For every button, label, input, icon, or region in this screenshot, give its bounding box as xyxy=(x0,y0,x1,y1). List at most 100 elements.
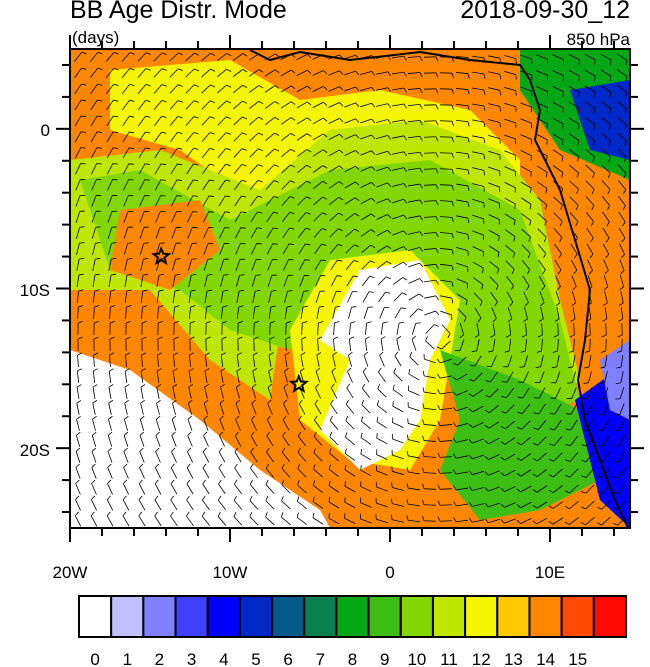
wind-barb-flag xyxy=(602,318,608,322)
wind-barb-flag xyxy=(74,511,79,516)
wind-barb xyxy=(424,391,436,395)
wind-barb xyxy=(377,405,387,413)
wind-barb-flag xyxy=(91,463,96,468)
wind-barb xyxy=(328,102,340,108)
wind-barb xyxy=(536,181,548,189)
wind-barb xyxy=(154,483,162,495)
wind-barb-flag xyxy=(403,151,407,157)
wind-barb-flag xyxy=(623,157,627,162)
wind-barb xyxy=(298,259,306,271)
wind-barb-flag xyxy=(469,378,474,382)
wind-barb-flag xyxy=(157,352,163,356)
wind-barb xyxy=(265,116,275,126)
wind-barb-flag xyxy=(143,273,149,276)
wind-barb-flag xyxy=(273,211,279,214)
wind-barb-flag xyxy=(403,55,407,61)
wind-barb xyxy=(296,117,308,125)
wind-barb xyxy=(329,228,339,238)
wind-barb xyxy=(360,86,372,92)
wind-barb xyxy=(488,150,500,156)
wind-barb-flag xyxy=(107,463,112,468)
wind-barb-flag xyxy=(339,118,344,123)
wind-barb-flag xyxy=(535,366,541,368)
wind-barb-flag xyxy=(289,211,295,215)
wind-barb-flag xyxy=(242,69,248,73)
wind-barb xyxy=(329,244,339,254)
wind-barb xyxy=(554,243,562,255)
wind-barb xyxy=(423,440,437,442)
wind-barb xyxy=(202,179,210,191)
wind-barb xyxy=(553,468,563,478)
wind-barb-flag xyxy=(290,69,296,74)
wind-barb-flag xyxy=(355,165,360,170)
wind-barb-flag xyxy=(588,270,593,275)
wind-barb-flag xyxy=(513,236,516,242)
wind-barb-flag xyxy=(209,147,215,151)
wind-barb-flag xyxy=(329,415,333,421)
wind-barb-flag xyxy=(452,422,457,427)
wind-barb-flag xyxy=(355,86,360,92)
wind-barb-flag xyxy=(419,262,424,268)
wind-barb-flag xyxy=(251,399,256,404)
wind-barb xyxy=(328,86,340,92)
wind-barb-flag xyxy=(591,189,595,194)
wind-barb-flag xyxy=(468,470,473,475)
wind-barb xyxy=(552,101,564,109)
wind-barb-flag xyxy=(402,277,408,281)
wind-barb xyxy=(173,354,175,368)
wind-barb xyxy=(252,371,256,383)
wind-barb xyxy=(364,322,368,336)
wind-barb-flag xyxy=(187,415,193,420)
wind-barb-flag xyxy=(236,383,241,388)
wind-barb-flag xyxy=(422,483,425,489)
wind-barb xyxy=(92,403,96,415)
wind-barb xyxy=(573,338,575,352)
wind-barb-flag xyxy=(287,290,293,292)
wind-barb xyxy=(234,195,242,207)
wind-barb xyxy=(249,500,259,510)
wind-barb xyxy=(187,435,193,447)
wind-barb-flag xyxy=(360,432,363,438)
wind-barb-flag xyxy=(92,384,98,388)
wind-barb xyxy=(156,403,160,415)
wind-barb-flag xyxy=(191,273,197,276)
wind-barb-flag xyxy=(530,171,532,177)
wind-barb xyxy=(506,291,514,303)
wind-barb xyxy=(203,435,209,447)
wind-barb xyxy=(139,467,145,479)
wind-barb-flag xyxy=(419,215,423,221)
wind-barb xyxy=(472,71,484,75)
wind-barb-flag xyxy=(354,197,360,201)
wind-barb xyxy=(521,260,531,270)
wind-barb xyxy=(392,183,404,187)
wind-barb-flag xyxy=(386,260,392,265)
wind-barb xyxy=(620,371,624,383)
wind-barb xyxy=(520,197,532,205)
wind-barb-flag xyxy=(193,147,199,150)
wind-barb-flag xyxy=(406,450,409,456)
wind-barb xyxy=(186,515,194,527)
wind-barb xyxy=(330,275,338,287)
wind-barb-flag xyxy=(95,257,101,260)
wind-barb xyxy=(333,338,335,352)
wind-barb-flag xyxy=(532,520,538,525)
wind-barb xyxy=(456,503,468,507)
wind-barb-flag xyxy=(285,336,291,340)
wind-barb xyxy=(122,163,130,175)
wind-barb xyxy=(540,355,544,367)
wind-barb-flag xyxy=(406,483,409,489)
wind-barb xyxy=(520,134,532,140)
wind-barb-flag xyxy=(298,399,303,404)
wind-barb xyxy=(408,373,420,381)
wind-barb xyxy=(107,179,113,191)
wind-barb-flag xyxy=(315,367,321,372)
wind-barb-flag xyxy=(266,447,270,453)
wind-barb xyxy=(328,485,340,493)
wind-barb-flag xyxy=(339,86,344,91)
wind-barb xyxy=(203,419,209,431)
wind-barb-flag xyxy=(564,521,570,525)
wind-barb-flag xyxy=(286,321,292,324)
wind-barb-flag xyxy=(543,253,547,259)
wind-barb-flag xyxy=(406,466,409,473)
colorbar-swatch xyxy=(399,595,434,638)
